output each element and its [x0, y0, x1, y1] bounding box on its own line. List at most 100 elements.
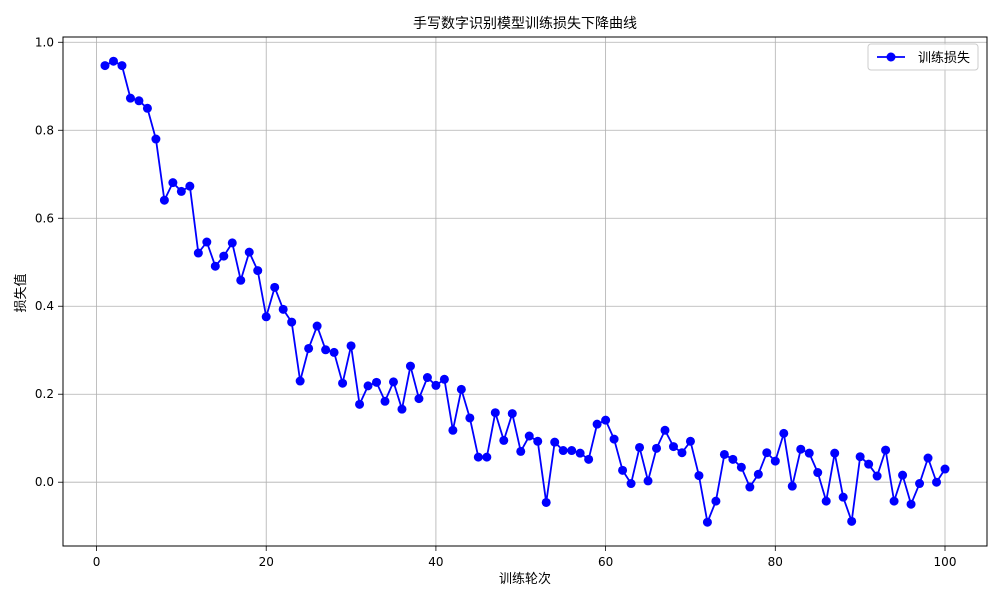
- x-tick-label: 60: [598, 555, 613, 569]
- axes: [58, 36, 988, 551]
- data-point: [304, 343, 314, 353]
- x-tick-label: 80: [768, 555, 783, 569]
- data-point: [338, 378, 348, 388]
- data-point: [524, 431, 534, 441]
- data-point: [796, 444, 806, 454]
- data-point: [261, 312, 271, 322]
- x-tick-label: 100: [934, 555, 957, 569]
- y-tick-label: 0.8: [35, 123, 54, 137]
- data-point: [660, 425, 670, 435]
- data-point: [142, 103, 152, 113]
- data-point: [584, 454, 594, 464]
- data-point: [830, 448, 840, 458]
- x-tick-label: 20: [259, 555, 274, 569]
- x-tick-label: 0: [93, 555, 101, 569]
- data-point: [847, 516, 857, 526]
- data-point: [346, 341, 356, 351]
- chart-title: 手写数字识别模型训练损失下降曲线: [413, 16, 637, 32]
- data-point: [940, 464, 950, 474]
- data-point: [439, 374, 449, 384]
- data-point: [516, 446, 526, 456]
- data-point: [685, 436, 695, 446]
- y-tick-label: 0.2: [35, 387, 54, 401]
- data-point: [321, 345, 331, 355]
- data-point: [643, 476, 653, 486]
- data-point: [253, 266, 263, 276]
- data-point: [915, 479, 925, 489]
- y-tick-label: 1.0: [35, 35, 54, 49]
- x-tick-label: 40: [428, 555, 443, 569]
- y-tick-label: 0.0: [35, 475, 54, 489]
- legend-marker: [886, 52, 896, 62]
- data-point: [668, 442, 678, 452]
- data-point: [168, 178, 178, 188]
- data-point: [762, 448, 772, 458]
- data-point: [923, 453, 933, 463]
- data-point: [906, 499, 916, 509]
- data-point: [813, 468, 823, 478]
- data-point: [864, 459, 874, 469]
- data-point: [779, 428, 789, 438]
- data-point: [244, 247, 254, 257]
- legend-label: 训练损失: [918, 51, 970, 66]
- data-point: [219, 251, 229, 261]
- data-point: [193, 248, 203, 258]
- data-point: [108, 56, 118, 66]
- tick-labels: 0 20 40 60 80 100 0.0 0.2 0.4 0.6 0.8 1.0: [35, 35, 957, 569]
- data-point: [295, 376, 305, 386]
- data-point: [151, 134, 161, 144]
- data-point: [787, 481, 797, 491]
- data-point: [677, 448, 687, 458]
- data-point: [753, 469, 763, 479]
- data-point: [745, 482, 755, 492]
- data-point: [473, 452, 483, 462]
- data-point: [872, 471, 882, 481]
- data-point: [838, 492, 848, 502]
- data-point: [652, 443, 662, 453]
- grid: [63, 37, 987, 546]
- data-point: [770, 456, 780, 466]
- data-point: [380, 396, 390, 406]
- data-point: [482, 452, 492, 462]
- data-point: [363, 381, 373, 391]
- data-point: [507, 409, 517, 419]
- data-point: [711, 496, 721, 506]
- data-point: [465, 413, 475, 423]
- data-point: [422, 373, 432, 383]
- data-point: [125, 93, 135, 103]
- data-point: [490, 408, 500, 418]
- data-point: [372, 377, 382, 387]
- data-point: [159, 195, 169, 205]
- legend-box: [867, 43, 979, 71]
- data-point: [278, 304, 288, 314]
- data-point: [804, 448, 814, 458]
- data-point: [270, 282, 280, 292]
- series-line: [104, 60, 946, 524]
- data-point: [185, 181, 195, 191]
- data-point: [898, 470, 908, 480]
- data-point: [592, 419, 602, 429]
- data-point: [567, 446, 577, 456]
- data-point: [210, 261, 220, 271]
- y-tick-label: 0.6: [35, 211, 54, 225]
- data-point: [397, 404, 407, 414]
- data-point: [728, 454, 738, 464]
- data-point: [117, 61, 127, 71]
- data-point: [312, 321, 322, 331]
- data-point: [227, 238, 237, 248]
- series-layer: [100, 56, 950, 527]
- data-point: [889, 496, 899, 506]
- data-point: [618, 465, 628, 475]
- data-point: [202, 237, 212, 247]
- data-point: [609, 434, 619, 444]
- data-point: [575, 448, 585, 458]
- data-point: [431, 380, 441, 390]
- data-point: [100, 61, 110, 71]
- data-point: [626, 479, 636, 489]
- data-point: [456, 384, 466, 394]
- data-point: [550, 437, 560, 447]
- data-point: [499, 435, 509, 445]
- plot-frame: [62, 36, 988, 547]
